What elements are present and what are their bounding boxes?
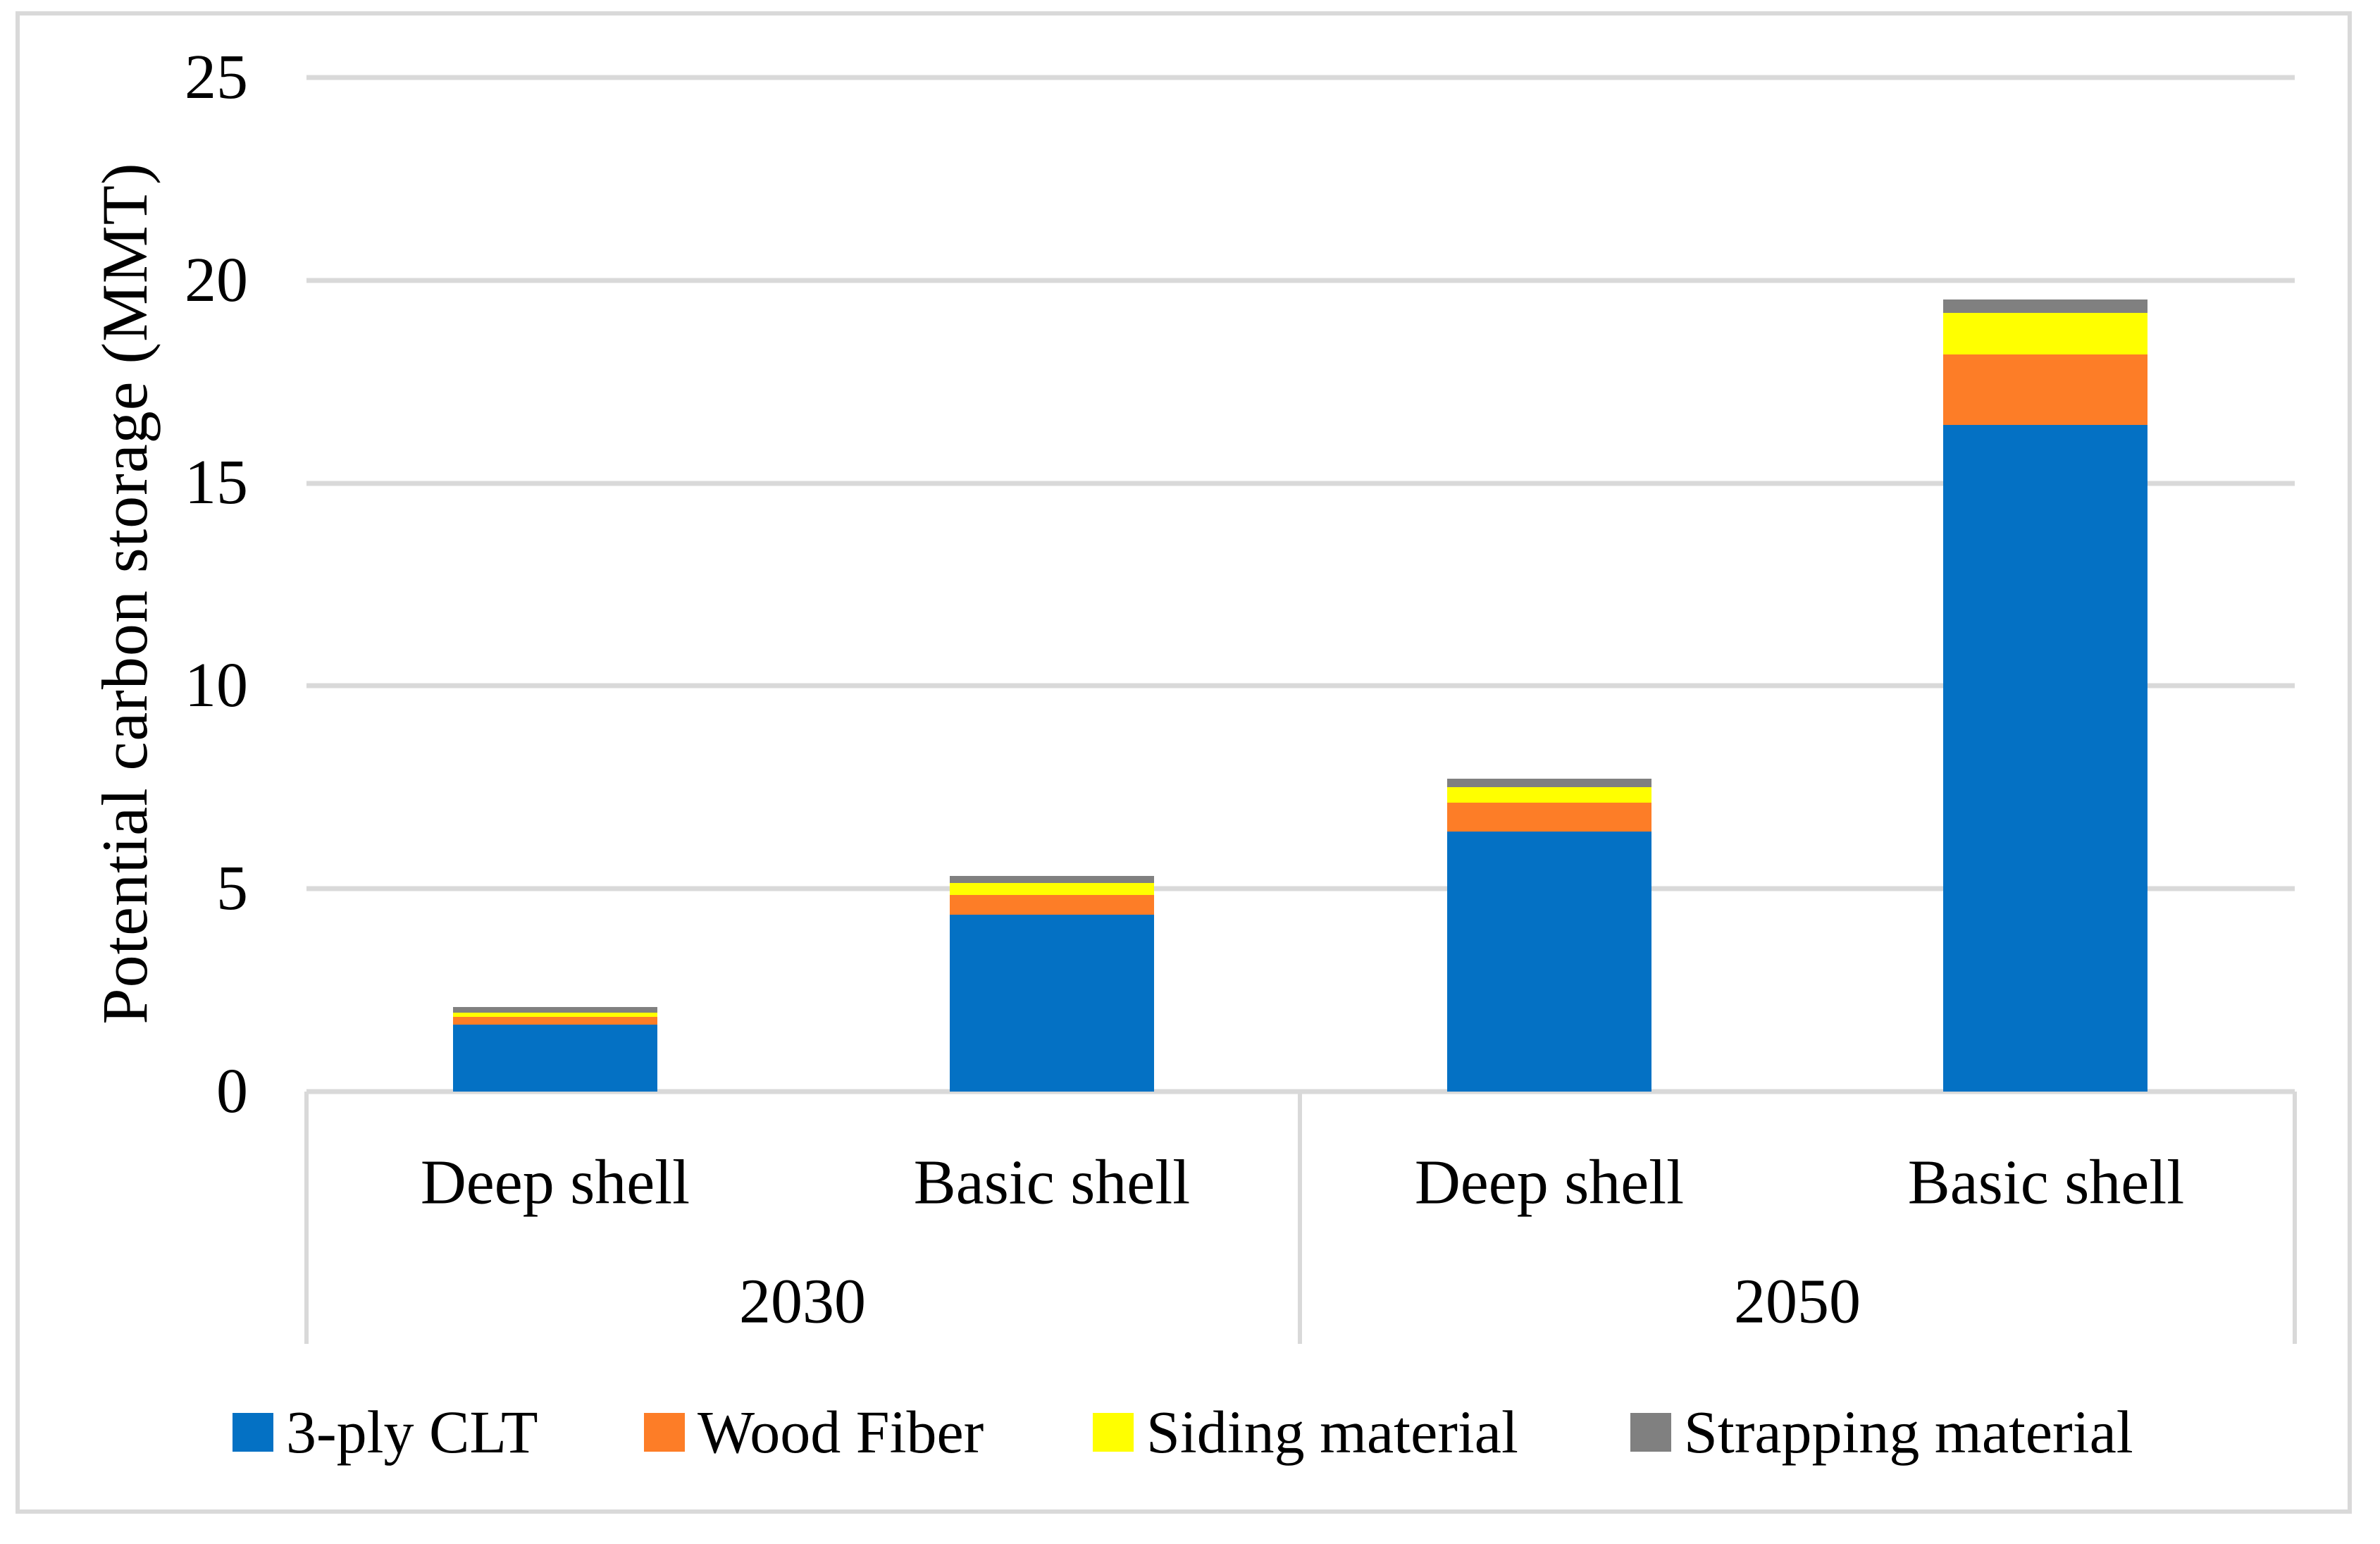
legend-marker-wood-fiber bbox=[644, 1412, 685, 1452]
y-tick-label-5: 5 bbox=[216, 853, 248, 923]
legend-item-strapping-material: Strapping material bbox=[1630, 1398, 2133, 1466]
legend-item-wood-fiber: Wood Fiber bbox=[644, 1398, 984, 1466]
legend-marker-strapping-material bbox=[1630, 1412, 1671, 1452]
bar-segment-3-ply-clt bbox=[1447, 832, 1651, 1092]
gridline-10 bbox=[306, 683, 2295, 688]
bar-deep-shell-2030 bbox=[453, 1007, 657, 1092]
category-label-deep-shell-2050: Deep shell bbox=[1414, 1147, 1685, 1218]
y-tick-label-15: 15 bbox=[185, 447, 248, 517]
figure-border bbox=[16, 11, 2352, 1514]
gridline-20 bbox=[306, 278, 2295, 283]
bar-segment-siding-material bbox=[453, 1013, 657, 1018]
bar-segment-3-ply-clt bbox=[1943, 425, 2147, 1092]
gridline-5 bbox=[306, 886, 2295, 891]
bar-segment-strapping-material bbox=[1943, 299, 2147, 314]
bar-segment-strapping-material bbox=[950, 876, 1154, 883]
category-separator-middle bbox=[1298, 1092, 1302, 1344]
legend-item-siding-material: Siding material bbox=[1093, 1398, 1518, 1466]
legend-label-strapping-material: Strapping material bbox=[1684, 1398, 2133, 1466]
category-label-deep-shell-2030: Deep shell bbox=[420, 1147, 690, 1218]
y-tick-label-20: 20 bbox=[185, 245, 248, 315]
bar-segment-siding-material bbox=[1447, 787, 1651, 803]
category-label-basic-shell-2030: Basic shell bbox=[913, 1147, 1191, 1218]
category-separator-left bbox=[304, 1092, 309, 1344]
bar-segment-wood-fiber bbox=[1943, 354, 2147, 426]
y-tick-label-10: 10 bbox=[185, 650, 248, 720]
y-tick-label-0: 0 bbox=[216, 1056, 248, 1126]
bar-segment-strapping-material bbox=[1447, 779, 1651, 788]
y-tick-label-25: 25 bbox=[185, 42, 248, 112]
category-separator-right bbox=[2293, 1092, 2297, 1344]
legend-item-3-ply-clt: 3-ply CLT bbox=[233, 1398, 538, 1466]
group-label-2030: 2030 bbox=[739, 1266, 866, 1337]
bar-segment-wood-fiber bbox=[950, 894, 1154, 915]
legend-marker-siding-material bbox=[1093, 1412, 1134, 1452]
bar-segment-3-ply-clt bbox=[453, 1025, 657, 1092]
bar-segment-wood-fiber bbox=[453, 1017, 657, 1025]
bar-basic-shell-2030 bbox=[950, 876, 1154, 1092]
legend-label-siding-material: Siding material bbox=[1146, 1398, 1518, 1466]
bar-deep-shell-2050 bbox=[1447, 779, 1651, 1092]
gridline-25 bbox=[306, 75, 2295, 80]
bar-segment-siding-material bbox=[1943, 313, 2147, 354]
plot-area bbox=[306, 75, 2295, 1094]
category-label-basic-shell-2050: Basic shell bbox=[1907, 1147, 2185, 1218]
gridline-15 bbox=[306, 481, 2295, 486]
group-label-2050: 2050 bbox=[1734, 1266, 1861, 1337]
legend-marker-3-ply-clt bbox=[233, 1412, 273, 1452]
bar-segment-siding-material bbox=[950, 882, 1154, 895]
bar-segment-wood-fiber bbox=[1447, 803, 1651, 832]
legend-label-3-ply-clt: 3-ply CLT bbox=[286, 1398, 538, 1466]
bar-segment-3-ply-clt bbox=[950, 915, 1154, 1092]
bar-segment-strapping-material bbox=[453, 1007, 657, 1013]
bar-basic-shell-2050 bbox=[1943, 299, 2147, 1092]
legend-label-wood-fiber: Wood Fiber bbox=[698, 1398, 984, 1466]
bars-container bbox=[306, 78, 2295, 1092]
